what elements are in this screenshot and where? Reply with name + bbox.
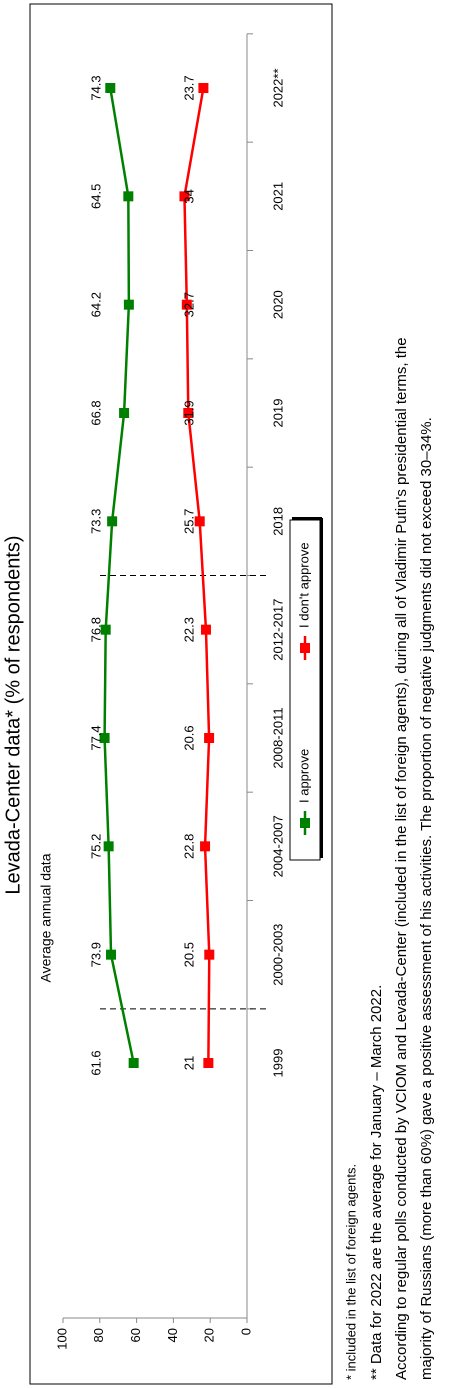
series-line: [103, 87, 135, 1064]
legend-label: I approve: [296, 749, 311, 803]
chart-frame: [29, 3, 333, 1385]
x-tick-label: 2012-2017: [270, 599, 285, 661]
footnote: According to regular polls conducted by …: [393, 337, 410, 1380]
data-label: 22.3: [181, 617, 196, 642]
marker: [119, 408, 130, 418]
series-line: [183, 87, 211, 1064]
data-label: 76.8: [88, 617, 103, 642]
legend-label: I don't approve: [296, 542, 311, 628]
y-tick-label: 0: [238, 1328, 253, 1335]
x-tick-label: 2008-2011: [270, 707, 285, 768]
chart-title: Levada-Center data* (% of respondents): [2, 535, 24, 894]
data-label: 61.6: [88, 1050, 103, 1075]
data-label: 20.6: [181, 725, 196, 750]
footnote: * included in the list of foreign agents…: [343, 1164, 358, 1380]
x-tick-label: 2004-2007: [270, 815, 285, 877]
data-label: 64.2: [88, 292, 103, 317]
data-label: 31.9: [181, 400, 196, 425]
x-tick-label: 2022**: [270, 68, 285, 107]
data-label: 34: [181, 189, 196, 203]
y-tick-label: 20: [202, 1328, 217, 1342]
marker: [181, 299, 192, 310]
marker: [103, 841, 114, 852]
marker: [123, 191, 134, 202]
marker: [100, 624, 111, 635]
data-label: 23.7: [181, 75, 196, 100]
marker: [204, 949, 215, 960]
legend-marker: [300, 818, 310, 828]
data-label: 22.8: [181, 834, 196, 859]
y-tick-label: 40: [165, 1328, 180, 1342]
marker: [99, 733, 110, 743]
rotated-chart: Levada-Center data* (% of respondents) A…: [2, 3, 435, 1385]
marker: [106, 949, 117, 960]
data-label: 66.8: [88, 400, 103, 425]
data-label: 73.9: [88, 942, 103, 967]
marker: [204, 733, 215, 743]
data-label: 73.3: [88, 509, 103, 534]
marker: [198, 83, 209, 93]
y-tick-label: 80: [91, 1328, 106, 1342]
marker: [128, 1058, 139, 1068]
x-tick-label: 2020: [270, 290, 285, 319]
y-tick-label: 60: [128, 1328, 143, 1342]
footnote: majority of Russians (more than 60%) gav…: [418, 417, 435, 1380]
marker: [179, 191, 190, 202]
annotation: Average annual data: [38, 853, 54, 982]
data-label: 77.4: [88, 725, 103, 750]
legend-marker: [300, 643, 310, 653]
x-tick-label: 2018: [270, 507, 285, 536]
x-tick-label: 2019: [270, 399, 285, 428]
data-label: 25.7: [181, 509, 196, 534]
data-label: 20.5: [181, 942, 196, 967]
x-tick-label: 2000-2003: [270, 924, 285, 986]
footnote: ** Data for 2022 are the average for Jan…: [368, 985, 385, 1380]
marker: [123, 299, 134, 310]
x-tick-label: 2021: [270, 182, 285, 211]
data-label: 75.2: [88, 834, 103, 859]
data-label: 74.3: [88, 75, 103, 100]
x-tick-label: 1999: [270, 1049, 285, 1078]
y-tick-label: 100: [54, 1328, 69, 1350]
marker: [107, 516, 118, 527]
marker: [183, 408, 194, 418]
marker: [203, 1058, 214, 1068]
marker: [105, 83, 116, 93]
marker: [200, 624, 211, 635]
marker: [194, 516, 205, 527]
data-label: 21: [181, 1056, 196, 1070]
marker: [200, 841, 211, 852]
data-label: 32.7: [181, 292, 196, 317]
data-label: 64.5: [88, 184, 103, 209]
